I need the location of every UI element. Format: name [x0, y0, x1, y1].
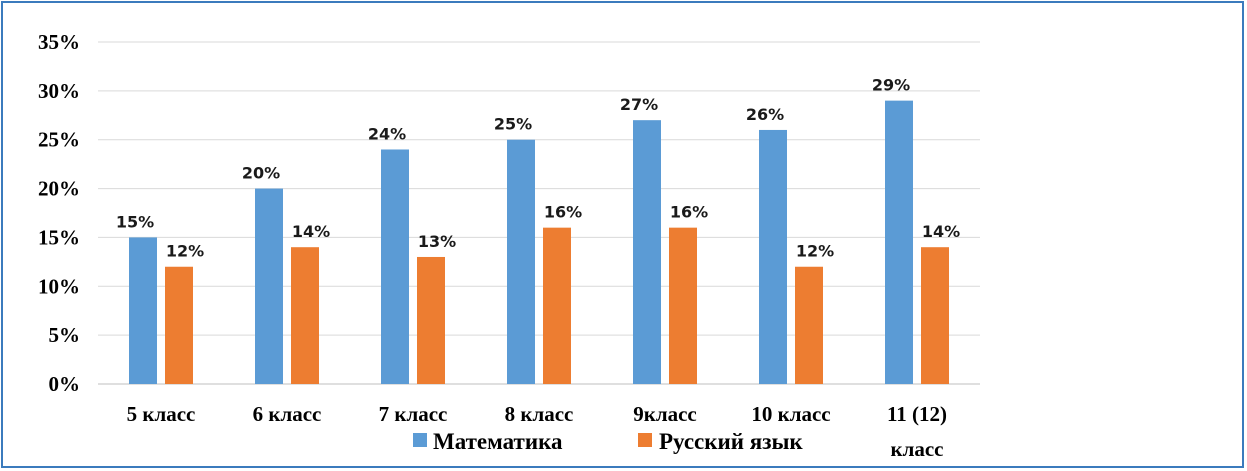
data-label: 27% — [620, 95, 658, 114]
x-tick-label: 5 класс — [127, 402, 196, 426]
data-label: 15% — [116, 212, 154, 231]
y-axis: 0% 5% 10% 15% 20% 25% 30% 35% — [38, 30, 80, 396]
bar-russian — [543, 227, 571, 384]
y-tick-label: 25% — [38, 128, 80, 152]
legend-swatch — [413, 433, 427, 447]
x-tick-label: 11 (12) — [887, 402, 947, 426]
bar-math — [255, 188, 283, 384]
x-tick-label: 7 класс — [379, 402, 448, 426]
data-label: 26% — [746, 105, 784, 124]
y-tick-label: 5% — [49, 323, 81, 347]
data-label: 29% — [872, 76, 910, 95]
data-label: 25% — [494, 115, 532, 134]
legend: Математика Русский язык — [413, 429, 803, 454]
data-label: 16% — [544, 203, 582, 222]
y-tick-label: 20% — [38, 177, 80, 201]
bar-russian — [921, 247, 949, 384]
x-tick-label: 6 класс — [253, 402, 322, 426]
x-tick-label-line2: класс — [890, 437, 943, 461]
data-label: 13% — [418, 232, 456, 251]
legend-label: Русский язык — [659, 429, 803, 454]
bar-math — [381, 149, 409, 384]
y-tick-label: 10% — [38, 274, 80, 298]
bar-russian — [417, 256, 445, 384]
legend-swatch — [638, 433, 652, 447]
bar-math — [633, 120, 661, 385]
bar-math — [759, 129, 787, 384]
bar-russian — [291, 247, 319, 384]
data-label: 20% — [242, 164, 280, 183]
bars: 15% 12% 20% 14% 24% 13% 25% 16% 27% 16% 26% 12% 29% 1… — [116, 76, 960, 385]
bar-russian — [669, 227, 697, 384]
legend-label: Математика — [433, 429, 563, 454]
data-label: 14% — [922, 222, 960, 241]
data-label: 12% — [796, 242, 834, 261]
y-tick-label: 30% — [38, 79, 80, 103]
y-tick-label: 15% — [38, 225, 80, 249]
gridlines — [98, 41, 980, 385]
y-tick-label: 35% — [38, 30, 80, 54]
x-tick-label: 9класс — [633, 402, 697, 426]
data-label: 12% — [166, 242, 204, 261]
data-label: 16% — [670, 203, 708, 222]
bar-math — [507, 139, 535, 384]
bar-russian — [165, 266, 193, 384]
y-tick-label: 0% — [49, 372, 81, 396]
bar-math — [129, 237, 157, 384]
x-tick-label: 8 класс — [505, 402, 574, 426]
data-label: 24% — [368, 124, 406, 143]
bar-russian — [795, 266, 823, 384]
x-tick-label: 10 класс — [751, 402, 830, 426]
bar-math — [885, 100, 913, 384]
data-label: 14% — [292, 222, 330, 241]
x-axis: 5 класс 6 класс 7 класс 8 класс 9класс 10 кла… — [127, 402, 947, 461]
